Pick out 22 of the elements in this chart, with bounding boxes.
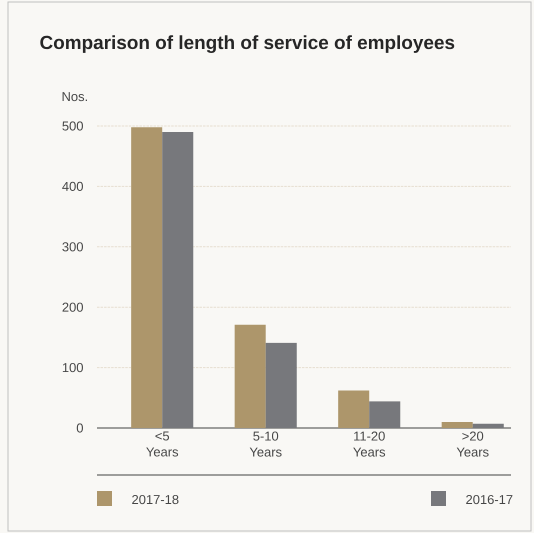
bar: [442, 422, 473, 428]
y-tick-label: 500: [62, 121, 83, 131]
bar: [266, 342, 297, 428]
x-tick-label: 5-10 Years: [250, 432, 282, 457]
legend-label: 2017-18: [132, 494, 178, 504]
bar: [472, 424, 504, 428]
bar: [162, 132, 194, 428]
chart-title: Comparison of length of service of employees: [40, 35, 454, 54]
y-tick-label: 200: [62, 302, 83, 312]
x-tick-label: >20 Years: [456, 432, 489, 457]
y-tick-label: 300: [62, 242, 83, 252]
bar: [369, 401, 400, 428]
y-tick-label: 400: [62, 182, 83, 191]
x-tick-label: <5 Years: [146, 432, 178, 456]
x-tick-label: 11-20 Years: [353, 432, 386, 457]
y-axis-title: Nos.: [62, 92, 87, 102]
bar: [338, 390, 370, 428]
y-tick-label: 0: [76, 423, 83, 433]
bar: [131, 127, 162, 428]
y-tick-label: 100: [62, 363, 83, 372]
bar: [234, 324, 266, 428]
legend-label: 2016-17: [466, 494, 512, 504]
